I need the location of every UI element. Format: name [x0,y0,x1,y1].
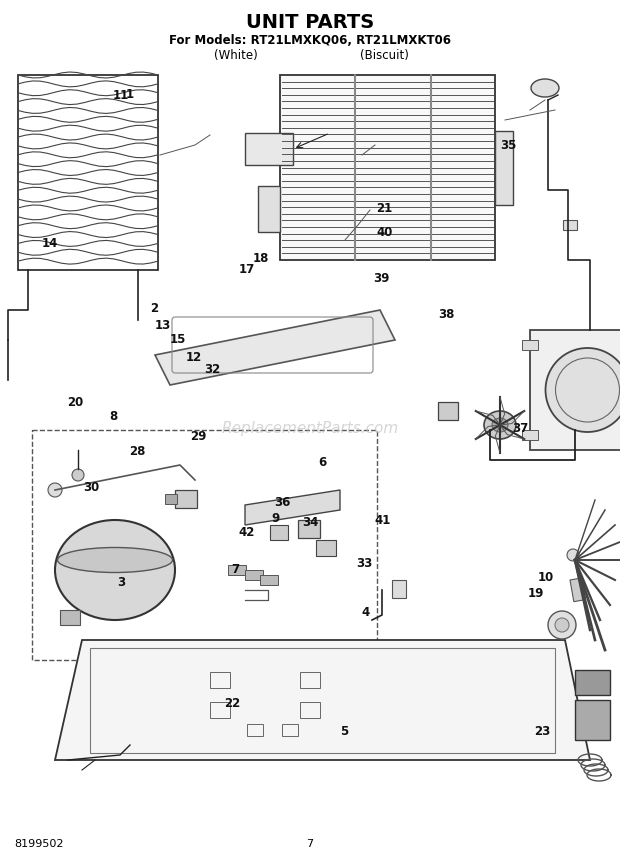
Text: 7: 7 [306,839,314,849]
Text: 2: 2 [149,301,158,315]
Circle shape [48,483,62,497]
Bar [210,672,230,688]
Text: 10: 10 [538,571,554,585]
Text: 8199502: 8199502 [14,839,63,849]
Text: 30: 30 [84,481,100,495]
Polygon shape [245,490,340,525]
Text: 1: 1 [126,87,135,101]
Text: 35: 35 [500,139,516,152]
FancyBboxPatch shape [258,186,280,232]
Text: 38: 38 [438,307,454,321]
Text: 39: 39 [373,271,389,285]
Circle shape [546,348,620,432]
Text: 17: 17 [239,263,255,276]
Text: 23: 23 [534,725,551,739]
Text: 37: 37 [513,421,529,435]
Bar [570,578,586,602]
Bar [210,702,230,718]
Bar [316,540,336,556]
Text: 28: 28 [130,445,146,459]
Text: 20: 20 [68,395,84,409]
Bar [175,490,197,508]
Text: 32: 32 [204,363,220,377]
Text: 3: 3 [117,575,125,589]
Circle shape [555,618,569,632]
Bar [90,648,555,753]
Bar [438,402,458,420]
Text: For Models: RT21LMXKQ06, RT21LMXKT06: For Models: RT21LMXKQ06, RT21LMXKT06 [169,33,451,46]
Text: 4: 4 [361,605,370,619]
Circle shape [548,611,576,639]
Ellipse shape [492,418,508,432]
Bar [247,724,263,736]
Bar [392,580,406,598]
Text: 5: 5 [340,725,348,739]
Text: UNIT PARTS: UNIT PARTS [246,13,374,32]
Text: 13: 13 [154,318,170,332]
Bar [18,75,158,270]
Text: 8: 8 [109,410,118,424]
Bar [60,610,80,625]
Text: 19: 19 [528,586,544,600]
Text: 42: 42 [239,526,255,539]
Text: 15: 15 [170,333,186,347]
Text: 7: 7 [231,562,240,576]
Text: 14: 14 [42,237,58,251]
Bar [298,520,320,538]
Bar [245,133,293,165]
Text: 22: 22 [224,697,241,710]
Text: 36: 36 [275,496,291,509]
Polygon shape [155,310,395,385]
Bar [280,75,495,260]
Bar [300,672,320,688]
Circle shape [72,469,84,481]
Text: 11: 11 [113,89,129,103]
Bar [270,525,288,540]
Text: 40: 40 [376,226,392,240]
Bar [530,330,620,450]
Bar [245,570,263,580]
Text: 21: 21 [376,202,392,216]
Bar [228,565,246,575]
Bar [282,724,298,736]
Ellipse shape [531,79,559,97]
Bar [300,702,320,718]
Text: 6: 6 [318,455,327,469]
Ellipse shape [55,520,175,620]
Text: ReplacementParts.com: ReplacementParts.com [221,420,399,436]
Bar [165,494,177,504]
Ellipse shape [484,411,516,439]
Text: (White): (White) [214,49,257,62]
Ellipse shape [58,548,172,573]
Bar [522,340,538,350]
Text: 12: 12 [185,351,202,365]
Text: 33: 33 [356,556,373,570]
Polygon shape [55,640,590,760]
Bar [563,220,577,230]
Bar [32,430,377,660]
Text: 29: 29 [190,430,206,443]
Bar [575,670,610,695]
Bar [522,430,538,440]
Bar [575,700,610,740]
Text: 34: 34 [302,515,318,529]
Bar [260,575,278,585]
Bar [495,130,513,205]
Circle shape [567,549,579,561]
Text: 41: 41 [374,514,391,527]
Text: 9: 9 [272,512,280,526]
Text: 18: 18 [252,252,268,265]
Text: (Biscuit): (Biscuit) [360,49,409,62]
